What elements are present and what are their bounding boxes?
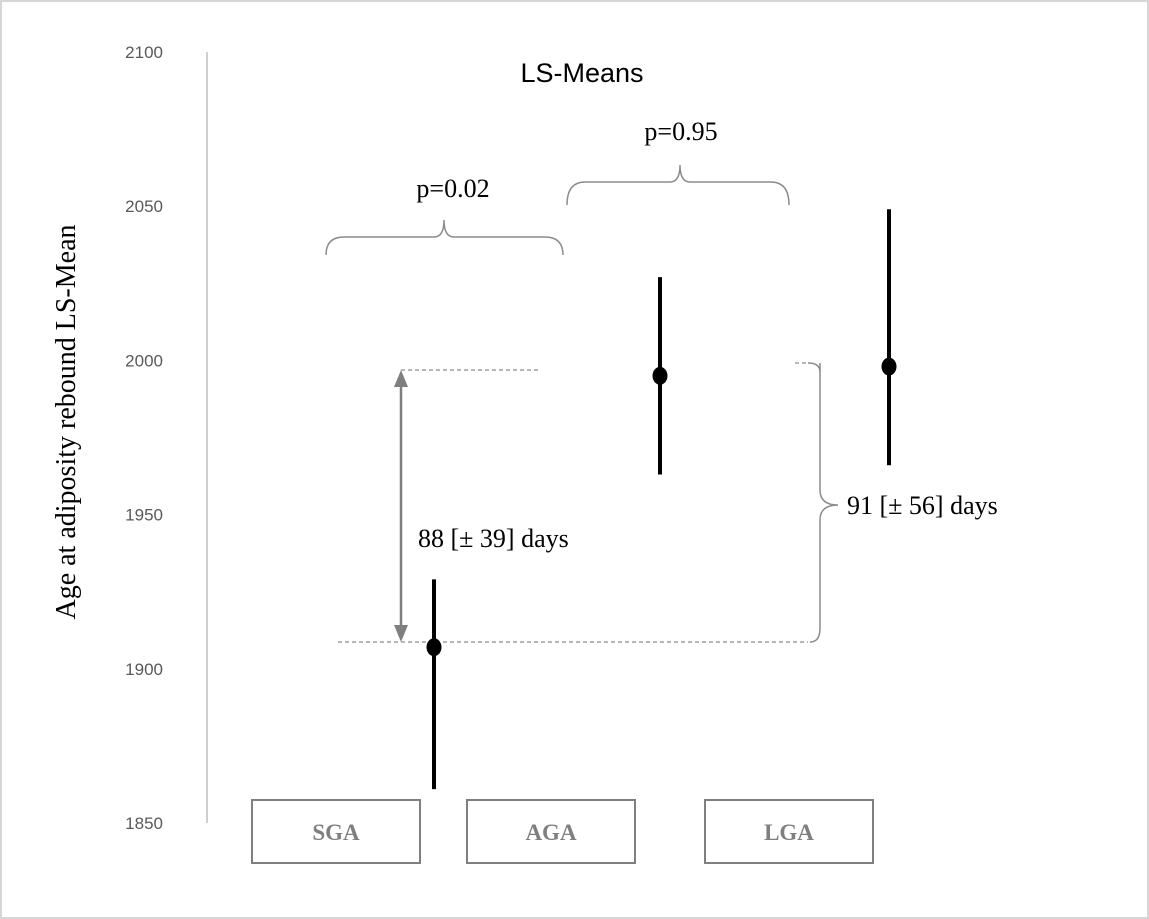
p-value-aga-lga: p=0.95 (644, 117, 717, 146)
y-tick-label: 2100 (125, 43, 163, 62)
y-tick-labels: 1850 1900 1950 2000 2050 2100 (125, 43, 163, 833)
difference-arrow-sga-aga (394, 370, 408, 642)
y-tick-label: 2050 (125, 197, 163, 216)
brace-sga-lga (809, 363, 839, 643)
category-box-lga (704, 799, 874, 864)
p-value-sga-aga: p=0.02 (416, 174, 489, 203)
category-label-sga: SGA (312, 820, 360, 845)
category-label-aga: AGA (525, 820, 577, 845)
brace-sga-lga-cap (807, 362, 821, 373)
brace-aga-lga (566, 164, 790, 206)
category-box-sga (251, 799, 421, 864)
category-box-aga (466, 799, 636, 864)
category-label-lga: LGA (764, 820, 814, 845)
mean-point-sga (426, 638, 442, 657)
y-tick-label: 2000 (125, 351, 163, 370)
y-tick-label: 1900 (125, 660, 163, 679)
difference-label-sga-aga: 88 [± 39] days (418, 524, 569, 553)
difference-label-sga-lga: 91 [± 56] days (847, 491, 998, 520)
y-tick-label: 1950 (125, 506, 163, 525)
mean-point-lga (881, 357, 897, 376)
y-tick-label: 1850 (125, 814, 163, 833)
brace-sga-aga (325, 219, 564, 256)
y-axis-label: Age at adiposity rebound LS-Mean (51, 224, 82, 619)
mean-point-aga (652, 366, 668, 385)
chart-title: LS-Means (520, 58, 643, 88)
